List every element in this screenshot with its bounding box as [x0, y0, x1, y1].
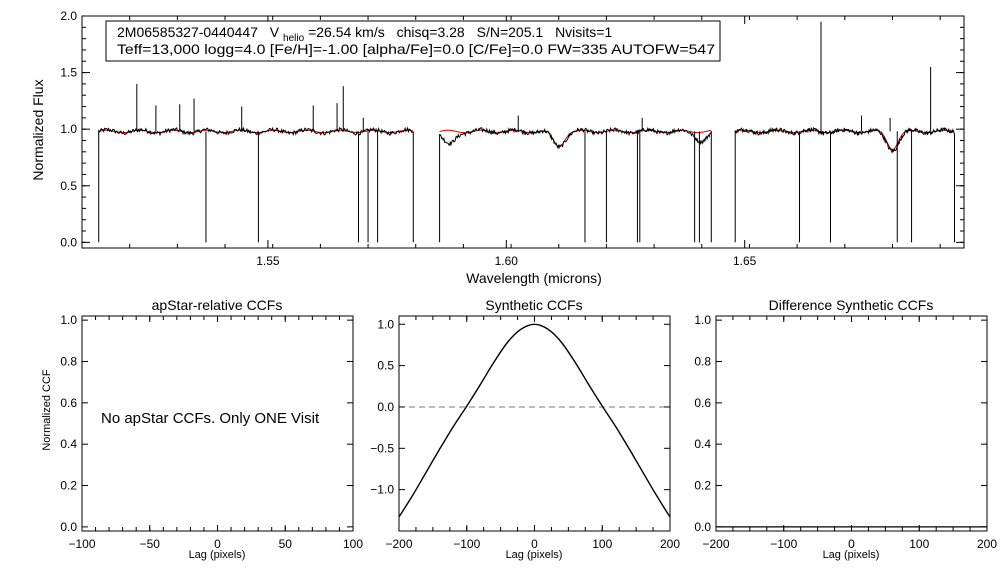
synthetic-ytick-label: 0.5 — [377, 359, 394, 373]
spectrum-xtick-label: 1.60 — [495, 254, 519, 268]
apstar-xtick-label: 50 — [279, 537, 293, 551]
observed-spectrum-line — [98, 126, 414, 243]
spectrum-ytick-label: 1.0 — [60, 122, 77, 136]
apstar-xtick-label: −50 — [140, 537, 161, 551]
model-spectrum-line — [98, 129, 414, 134]
difference-ytick-label: 0.8 — [694, 354, 711, 368]
difference-ytick-label: 0.4 — [694, 437, 711, 451]
apstar-xtick-label: 100 — [343, 537, 363, 551]
difference-xtick-label: −100 — [770, 537, 797, 551]
synthetic-ytick-label: −1.0 — [370, 483, 394, 497]
synthetic-xtick-label: 0 — [531, 537, 538, 551]
vhelio-value: =26.54 km/s — [308, 24, 385, 40]
apstar-annotation: No apStar CCFs. Only ONE Visit — [101, 410, 320, 427]
synthetic-xlabel: Lag (pixels) — [506, 549, 563, 561]
synthetic-ytick-label: −0.5 — [370, 441, 394, 455]
synthetic-xtick-label: −100 — [453, 537, 480, 551]
star-id: 2M06585327-0440447 — [117, 24, 258, 40]
spectrum-xtick-label: 1.65 — [733, 254, 757, 268]
spectrum-ytick-label: 0.0 — [60, 235, 77, 249]
apstar-ccf-panel: −100 −50 0 50 100 0.0 0.2 0.4 0.6 0.8 1.0 apStar-r… — [41, 297, 363, 561]
difference-xlabel: Lag (pixels) — [823, 549, 880, 561]
synthetic-ccf-panel: −200 −100 0 100 200 −1.0 −0.5 0.0 0.5 1.0 Synthet… — [370, 297, 680, 561]
spectrum-ytick-label: 1.5 — [60, 66, 77, 80]
snr-value: S/N=205.1 — [477, 24, 544, 40]
apstar-ticks-group: −100 −50 0 50 100 0.0 0.2 0.4 0.6 0.8 1.0 — [60, 313, 363, 551]
synthetic-xtick-label: −200 — [385, 537, 412, 551]
difference-ytick-label: 0.2 — [694, 479, 711, 493]
apstar-title: apStar-relative CCFs — [152, 297, 283, 313]
synthetic-series-group — [398, 323, 671, 518]
synthetic-axes-frame — [398, 315, 671, 532]
difference-xtick-label: 0 — [848, 537, 855, 551]
difference-ccf-panel: −200 −100 0 100 200 0.0 0.2 0.4 0.6 0.8 1.0 Differ… — [694, 297, 997, 561]
difference-ytick-label: 1.0 — [694, 313, 711, 327]
spectrum-ticks-group: 1.55 1.60 1.65 0.0 0.5 1.0 1.5 2.0 — [60, 9, 964, 268]
vhelio-symbol: V — [270, 24, 280, 40]
difference-xtick-label: 100 — [909, 537, 929, 551]
spectrum-ytick-label: 2.0 — [60, 9, 77, 23]
spectrum-ylabel: Normalized Flux — [30, 79, 46, 180]
difference-xtick-label: 200 — [977, 537, 997, 551]
difference-axes-frame — [715, 315, 988, 532]
spectrum-xlabel: Wavelength (microns) — [466, 270, 602, 286]
apstar-xlabel: Lag (pixels) — [189, 549, 246, 561]
info-box — [105, 20, 721, 62]
difference-title: Difference Synthetic CCFs — [769, 297, 934, 313]
synthetic-ytick-label: 1.0 — [377, 317, 394, 331]
observed-spectrum-line — [439, 126, 712, 243]
synthetic-title: Synthetic CCFs — [485, 297, 582, 313]
synthetic-ccf-line — [398, 323, 671, 518]
apstar-ytick-label: 0.6 — [60, 396, 77, 410]
apstar-ytick-label: 0.0 — [60, 520, 77, 534]
apstar-ytick-label: 1.0 — [60, 313, 77, 327]
observed-spectrum-line — [734, 126, 955, 243]
apstar-ytick-label: 0.8 — [60, 354, 77, 368]
apstar-ylabel: Normalized CCF — [41, 369, 53, 451]
apstar-ytick-label: 0.4 — [60, 437, 77, 451]
difference-ticks-group: −200 −100 0 100 200 0.0 0.2 0.4 0.6 0.8 1.0 — [694, 313, 997, 551]
synthetic-ticks-group: −200 −100 0 100 200 −1.0 −0.5 0.0 0.5 1.0 — [370, 316, 680, 551]
apstar-xtick-label: 0 — [214, 537, 221, 551]
difference-xtick-label: −200 — [702, 537, 729, 551]
apstar-ytick-label: 0.2 — [60, 479, 77, 493]
spectrum-xtick-label: 1.55 — [256, 254, 280, 268]
apstar-xtick-label: −100 — [68, 537, 95, 551]
difference-ytick-label: 0.0 — [694, 520, 711, 534]
vhelio-subscript: helio — [283, 33, 305, 44]
spectrum-axes-frame — [81, 15, 965, 249]
spectrum-ytick-label: 0.5 — [60, 179, 77, 193]
chisq-value: chisq=3.28 — [397, 24, 465, 40]
synthetic-xtick-label: 200 — [660, 537, 680, 551]
spectrum-panel: 1.55 1.60 1.65 0.0 0.5 1.0 1.5 2.0 2M06585327-0… — [30, 9, 965, 286]
nvisits-value: Nvisits=1 — [555, 24, 612, 40]
info-line-1: 2M06585327-0440447 V helio =26.54 km/s c… — [117, 24, 612, 44]
info-line-2: Teff=13,000 logg=4.0 [Fe/H]=-1.00 [alpha… — [117, 41, 715, 57]
spectrum-series-group — [98, 21, 955, 243]
synthetic-ytick-label: 0.0 — [377, 400, 394, 414]
synthetic-xtick-label: 100 — [592, 537, 612, 551]
difference-ytick-label: 0.6 — [694, 396, 711, 410]
